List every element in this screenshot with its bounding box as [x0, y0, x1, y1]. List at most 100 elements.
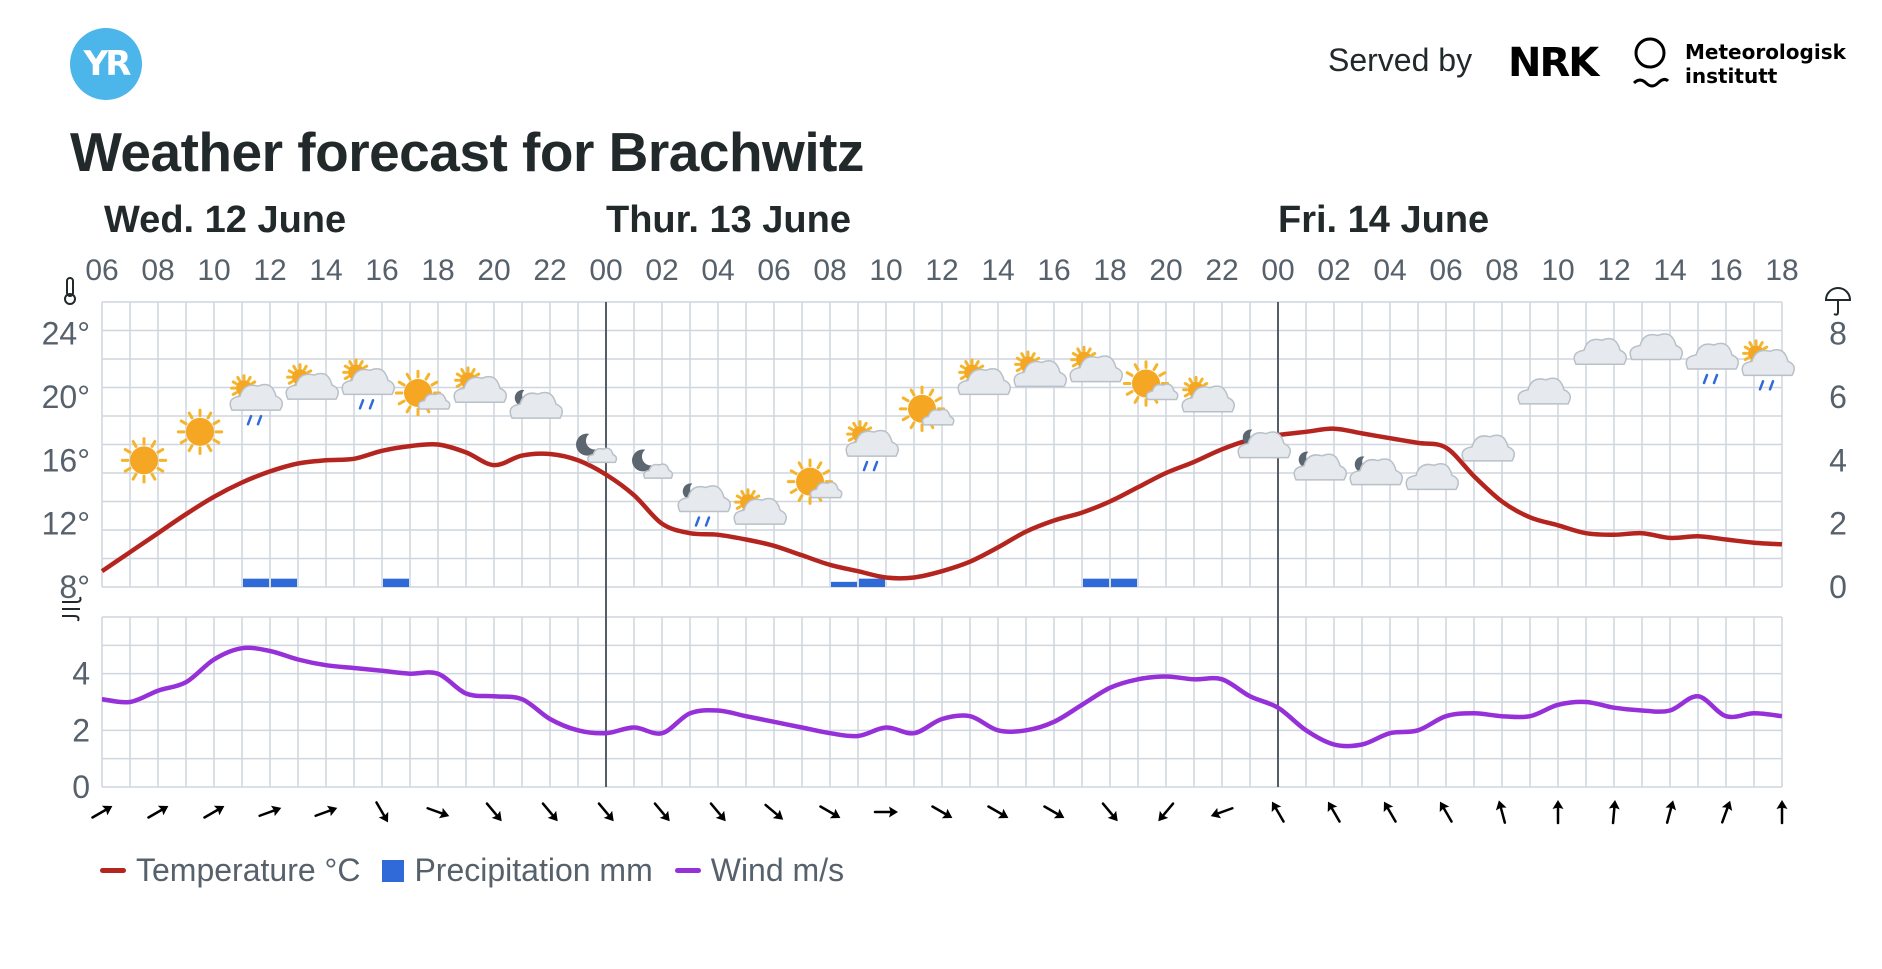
- hour-tick-label: 08: [813, 254, 846, 287]
- cloud-shape: [1349, 458, 1403, 486]
- wind-direction-arrow: [258, 805, 282, 818]
- sun-cloud-rain-icon: [845, 420, 899, 472]
- met-institute-logo[interactable]: Meteorologisk institutt: [1685, 40, 1846, 88]
- sun-ray: [1087, 347, 1092, 354]
- precipitation-tick-label: 8: [1829, 316, 1847, 352]
- wind-direction-arrow: [1101, 802, 1118, 822]
- sun-ray: [959, 375, 966, 381]
- nrk-logo[interactable]: NRK: [1508, 40, 1599, 86]
- sun-ray: [1158, 371, 1167, 377]
- day-label: Wed. 12 June: [104, 199, 346, 241]
- rain-drop: [1768, 380, 1775, 391]
- sun-ray: [978, 364, 985, 370]
- sun-cloud-icon: [285, 363, 339, 400]
- sun-ray: [1743, 345, 1750, 351]
- sun-ray: [1133, 395, 1140, 404]
- page-title: Weather forecast for Brachwitz: [70, 121, 864, 183]
- sun-ray: [187, 444, 194, 453]
- wind-arrow-head: [1210, 807, 1222, 819]
- cloud-shape: [809, 481, 843, 499]
- sun-ray: [187, 411, 194, 420]
- sun-ray: [928, 388, 935, 397]
- sun-ray: [1034, 356, 1041, 362]
- hour-tick-label: 06: [757, 254, 790, 287]
- cloud-icon: [1629, 333, 1683, 361]
- cloud-shape: [285, 372, 339, 400]
- wind-arrow-head: [715, 810, 726, 822]
- wind-arrow-head: [101, 805, 113, 816]
- legend-label: Precipitation mm: [414, 852, 653, 888]
- sun-ray: [1133, 363, 1140, 372]
- wind-arrow-head: [829, 808, 841, 819]
- cloud-shape: [677, 485, 731, 513]
- sun-ray: [751, 489, 756, 496]
- sun-ray: [964, 360, 969, 366]
- wind-direction-arrow: [653, 802, 670, 822]
- sun-ray: [247, 375, 252, 382]
- wind-direction-arrow: [314, 805, 338, 818]
- precipitation-bar: [243, 578, 269, 587]
- wind-arrow-head: [438, 807, 450, 819]
- day-label: Thur. 13 June: [606, 199, 851, 241]
- legend-item: Wind m/s: [674, 852, 844, 889]
- wind-direction-arrow: [1043, 805, 1065, 819]
- sun-ray: [863, 421, 868, 428]
- hour-tick-label: 02: [645, 254, 678, 287]
- sun-ray: [909, 421, 916, 430]
- temperature-tick-label: 16°: [42, 442, 90, 478]
- wind-direction-arrow: [597, 802, 614, 822]
- wind-arrow-head: [997, 808, 1009, 819]
- sun-ray: [287, 380, 294, 385]
- sun-ray: [847, 437, 854, 442]
- precipitation-bar: [383, 578, 409, 587]
- cloud-shape: [1741, 348, 1795, 377]
- rain-drop: [862, 460, 869, 472]
- precipitation-tick-label: 0: [1829, 569, 1847, 605]
- sun-ray: [306, 369, 313, 374]
- sun-ray: [754, 494, 761, 500]
- cloud-shape: [1145, 383, 1179, 401]
- cloud-shape: [1069, 355, 1123, 383]
- moon-cloud-icon: [1349, 456, 1403, 486]
- sun-ray: [934, 396, 943, 403]
- sun-ray: [397, 399, 406, 406]
- hour-tick-label: 20: [1149, 254, 1182, 287]
- sun-ray: [1015, 367, 1022, 373]
- sun-cloud-small-icon: [394, 369, 451, 417]
- precipitation-tick-label: 6: [1829, 379, 1847, 415]
- temperature-tick-label: 12°: [42, 506, 90, 542]
- sun-ray: [901, 396, 910, 403]
- chart-legend: Temperature °C Precipitation mm Wind m/s: [100, 852, 844, 889]
- wind-direction-arrow: [873, 806, 898, 818]
- wind-direction-arrow: [485, 802, 502, 822]
- wind-direction-arrow: [1495, 800, 1507, 824]
- sun-ray: [156, 447, 165, 454]
- hour-tick-label: 02: [1317, 254, 1350, 287]
- wind-icon-lines: [62, 596, 82, 622]
- sun-ray: [1152, 363, 1159, 372]
- rain-drop: [1702, 373, 1709, 385]
- sun-cloud-icon: [733, 488, 787, 525]
- sun-ray: [816, 461, 823, 470]
- sun-ray: [1071, 362, 1078, 368]
- temperature-line: [100, 426, 1783, 581]
- hour-tick-label: 14: [1653, 254, 1686, 287]
- sun-cloud-small-icon: [786, 458, 843, 505]
- yr-logo[interactable]: YR: [70, 28, 142, 100]
- sun-ray: [131, 472, 138, 481]
- wind-arrow-head: [1665, 800, 1677, 811]
- sun-ray: [212, 438, 221, 445]
- sun-ray: [455, 372, 462, 378]
- sun-ray: [231, 391, 238, 396]
- wind-arrow-head: [1608, 800, 1620, 810]
- met-line2: institutt: [1685, 64, 1778, 88]
- hour-tick-label: 22: [1205, 254, 1238, 287]
- cloud-shape: [1517, 377, 1571, 405]
- rain-drop: [256, 414, 263, 426]
- sun-ray: [405, 372, 412, 381]
- wind-arrow-head: [1271, 801, 1282, 813]
- sun-ray: [343, 364, 350, 370]
- hour-tick-label: 14: [309, 254, 342, 287]
- wind-direction-arrow: [426, 806, 450, 819]
- wind-arrow-head: [1495, 800, 1507, 811]
